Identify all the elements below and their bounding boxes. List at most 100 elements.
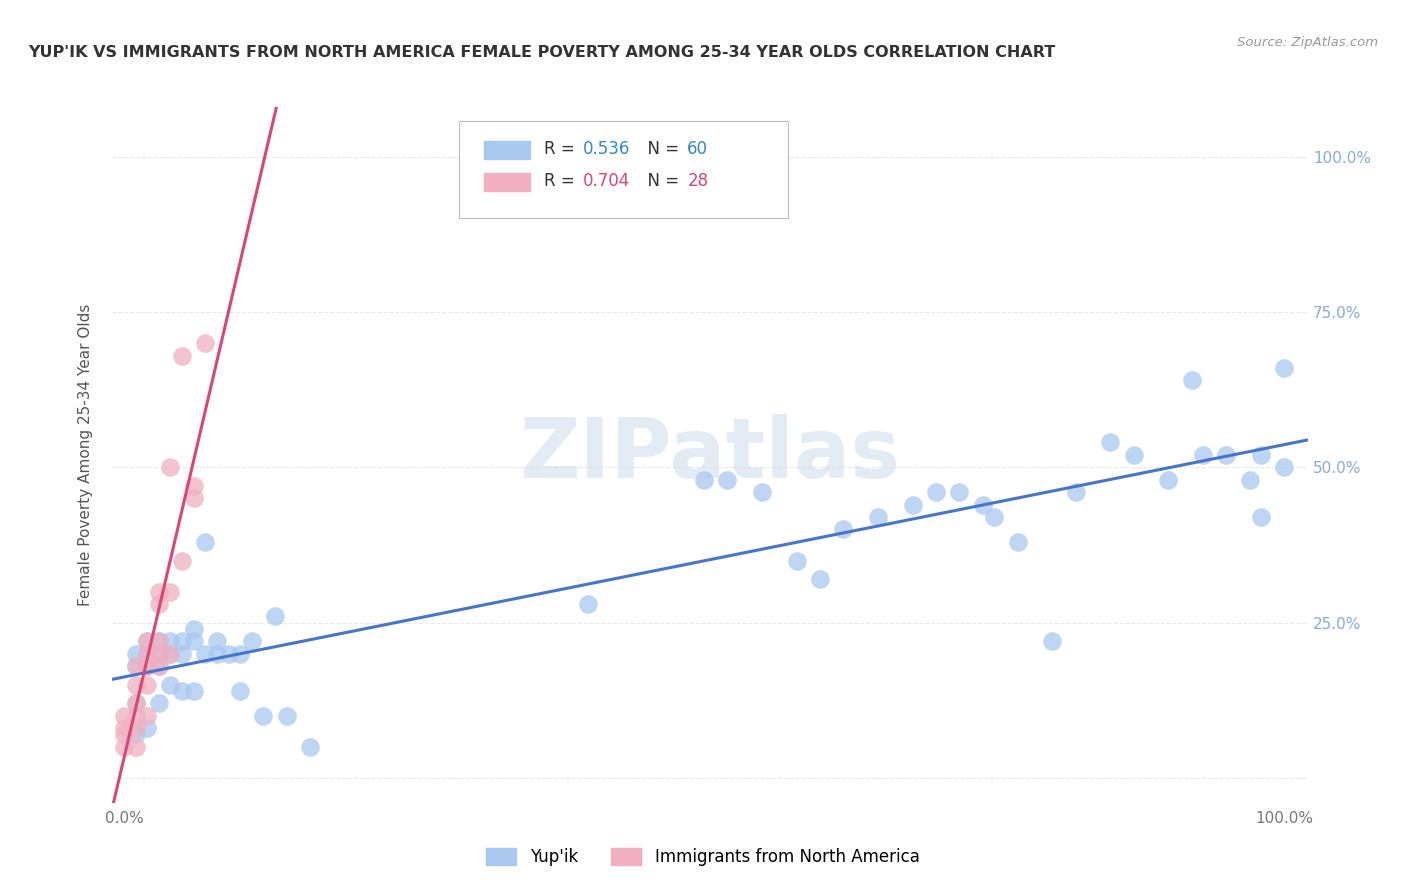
- Point: [136, 708, 159, 723]
- Point: [172, 684, 194, 698]
- Point: [183, 634, 205, 648]
- Point: [252, 708, 274, 723]
- Point: [1064, 485, 1087, 500]
- Text: 0.536: 0.536: [583, 140, 631, 159]
- Point: [832, 523, 855, 537]
- Point: [125, 697, 148, 711]
- Point: [159, 647, 181, 661]
- Point: [112, 721, 135, 735]
- Point: [901, 498, 924, 512]
- Point: [1250, 448, 1272, 462]
- Point: [1157, 473, 1180, 487]
- Point: [1192, 448, 1215, 462]
- Point: [183, 684, 205, 698]
- Point: [148, 697, 170, 711]
- FancyBboxPatch shape: [458, 121, 787, 219]
- Point: [693, 473, 716, 487]
- Point: [194, 647, 217, 661]
- Text: N =: N =: [637, 172, 685, 191]
- Point: [125, 659, 148, 673]
- Y-axis label: Female Poverty Among 25-34 Year Olds: Female Poverty Among 25-34 Year Olds: [79, 304, 93, 606]
- Point: [112, 708, 135, 723]
- Point: [136, 678, 159, 692]
- Point: [159, 460, 181, 475]
- Point: [159, 678, 181, 692]
- Point: [1099, 435, 1122, 450]
- Point: [229, 647, 252, 661]
- Point: [148, 647, 170, 661]
- FancyBboxPatch shape: [484, 141, 530, 159]
- Point: [240, 634, 263, 648]
- Point: [172, 349, 194, 363]
- Point: [1180, 373, 1202, 387]
- Point: [808, 572, 831, 586]
- Point: [925, 485, 948, 500]
- Text: 28: 28: [688, 172, 709, 191]
- Point: [1215, 448, 1237, 462]
- Point: [948, 485, 970, 500]
- Point: [983, 510, 1005, 524]
- Point: [205, 647, 228, 661]
- Point: [125, 647, 148, 661]
- Point: [218, 647, 240, 661]
- Point: [264, 609, 287, 624]
- Text: ZIPatlas: ZIPatlas: [520, 415, 900, 495]
- Point: [148, 634, 170, 648]
- Point: [205, 634, 228, 648]
- Text: YUP'IK VS IMMIGRANTS FROM NORTH AMERICA FEMALE POVERTY AMONG 25-34 YEAR OLDS COR: YUP'IK VS IMMIGRANTS FROM NORTH AMERICA …: [28, 45, 1056, 60]
- Point: [136, 721, 159, 735]
- Point: [125, 721, 148, 735]
- Point: [972, 498, 994, 512]
- Point: [125, 697, 148, 711]
- Point: [159, 584, 181, 599]
- Point: [112, 739, 135, 754]
- Point: [159, 634, 181, 648]
- Point: [148, 634, 170, 648]
- Point: [1272, 460, 1295, 475]
- Legend: Yup'ik, Immigrants from North America: Yup'ik, Immigrants from North America: [478, 840, 928, 875]
- Point: [1007, 534, 1029, 549]
- Point: [136, 634, 159, 648]
- Point: [1122, 448, 1144, 462]
- Point: [172, 553, 194, 567]
- Point: [136, 647, 159, 661]
- Text: R =: R =: [544, 140, 579, 159]
- Point: [125, 708, 148, 723]
- Point: [136, 634, 159, 648]
- Text: Source: ZipAtlas.com: Source: ZipAtlas.com: [1237, 36, 1378, 49]
- Point: [125, 727, 148, 741]
- Point: [751, 485, 773, 500]
- Point: [112, 727, 135, 741]
- Point: [1040, 634, 1063, 648]
- Point: [716, 473, 738, 487]
- Point: [868, 510, 890, 524]
- Point: [786, 553, 808, 567]
- Point: [136, 659, 159, 673]
- Text: 60: 60: [688, 140, 709, 159]
- Point: [125, 678, 148, 692]
- Point: [1239, 473, 1261, 487]
- Point: [148, 647, 170, 661]
- Point: [183, 622, 205, 636]
- Point: [1272, 360, 1295, 375]
- Point: [194, 336, 217, 351]
- Point: [1250, 510, 1272, 524]
- Point: [576, 597, 599, 611]
- Point: [229, 684, 252, 698]
- Point: [183, 479, 205, 493]
- Point: [148, 659, 170, 673]
- Point: [172, 634, 194, 648]
- Text: N =: N =: [637, 140, 685, 159]
- Point: [194, 534, 217, 549]
- Point: [136, 647, 159, 661]
- Text: 0.704: 0.704: [583, 172, 631, 191]
- Point: [183, 491, 205, 506]
- Point: [159, 647, 181, 661]
- Point: [125, 659, 148, 673]
- Point: [148, 584, 170, 599]
- Point: [298, 739, 321, 754]
- Point: [125, 739, 148, 754]
- Point: [148, 659, 170, 673]
- Point: [276, 708, 298, 723]
- FancyBboxPatch shape: [484, 173, 530, 191]
